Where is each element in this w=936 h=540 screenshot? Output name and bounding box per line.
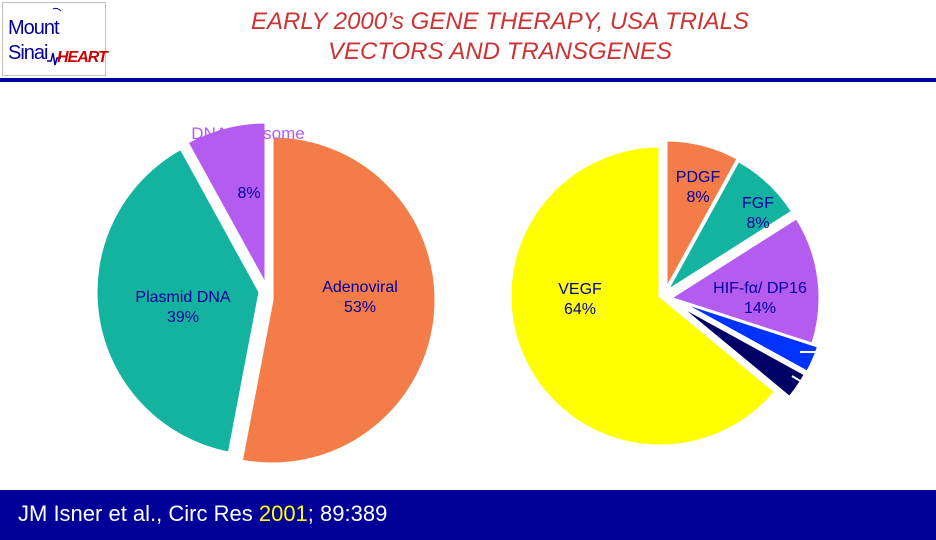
pie1-slice-plasmid-dna <box>94 146 262 455</box>
pie2-slice-del-1 <box>673 300 808 400</box>
pie1-slice-adenoviral <box>239 134 438 466</box>
leader-line-del-1 <box>791 375 829 399</box>
pie2-label-pdgf-line: 8% <box>686 189 709 206</box>
pie2-label-vegf-line: 64% <box>564 301 596 318</box>
mount-sinai-heart-logo: Mount Sinai HEART <box>2 2 108 76</box>
pie1-label-plasmid-dna: Plasmid DNA 39% <box>135 289 230 326</box>
pie2-slice-fgf <box>664 158 795 294</box>
pie2-slice-vegf <box>508 144 778 448</box>
chart-panel: Adenoviral 53% Plasmid DNA 39% 8% PDGF 8% FGF 8%… <box>0 82 936 490</box>
citation-year: 2001 <box>258 501 308 526</box>
footer-band <box>0 490 936 540</box>
pie2-label-nos-line: 3% <box>868 368 891 385</box>
pie2-slice-hif-f-dp16 <box>666 215 822 347</box>
pie2-label-vegf: VEGF 64% <box>558 281 602 318</box>
pie2-slice-nos <box>675 298 821 375</box>
pie1-label-adenoviral-line: 53% <box>344 299 376 316</box>
pie2-label-fgf-line: FGF <box>742 195 774 212</box>
pie1-label-dna-liposome-line: 8% <box>237 185 260 202</box>
citation-prefix: JM Isner et al., Circ Res <box>18 501 259 526</box>
logo-text-mount: Mount <box>8 17 60 39</box>
pie2-label-pdgf: PDGF 8% <box>676 169 721 206</box>
logo-text-heart: HEART <box>57 49 108 66</box>
pie2-label-fgf-line: 8% <box>746 215 769 232</box>
pie2-label-nos: NOS 3% <box>863 348 898 385</box>
logo-mark-icon <box>52 7 62 12</box>
pie1-label-plasmid-dna-line: 39% <box>167 309 199 326</box>
slide-title-line-2: VECTORS AND TRANSGENES <box>327 38 673 65</box>
pie2-label-del-1-line: 3% <box>821 417 844 434</box>
pie1-slice-dna-liposome <box>184 120 268 287</box>
pie2-label-vegf-line: VEGF <box>558 281 602 298</box>
pie2-label-hif-f-dp16: HIF-fα/ DP16 14% <box>713 280 807 317</box>
pie2-label-del-1-line: Del-1 <box>814 397 852 414</box>
pie2-label-hif-f-dp16-line: HIF-fα/ DP16 <box>713 280 807 297</box>
citation-suffix: ; 89:389 <box>307 501 388 526</box>
pie1-external-label-dna-liposome: DNA Liposome <box>191 124 304 143</box>
header-band <box>0 0 936 78</box>
citation: JM Isner et al., Circ Res 2001; 89:389 <box>18 500 387 528</box>
pie2-label-hif-f-dp16-line: 14% <box>744 300 776 317</box>
pie-charts: Adenoviral 53% Plasmid DNA 39% 8% PDGF 8% FGF 8%… <box>94 120 898 466</box>
slide-title-line-1: EARLY 2000’s GENE THERAPY, USA TRIALS <box>250 8 749 35</box>
header-divider <box>0 78 936 82</box>
heartbeat-line-icon <box>47 52 61 66</box>
pie2-label-pdgf-line: PDGF <box>676 169 721 186</box>
pie2-label-fgf: FGF 8% <box>742 195 774 232</box>
pie2-label-del-1: Del-1 3% <box>814 397 852 434</box>
pie2-label-nos-line: NOS <box>863 348 898 365</box>
pie1-label-adenoviral: Adenoviral 53% <box>322 279 398 316</box>
pie2-slice-pdgf <box>664 138 741 291</box>
pie1-label-dna-liposome: 8% <box>237 185 260 202</box>
pie1-label-adenoviral-line: Adenoviral <box>322 279 398 296</box>
logo-text-sinai: Sinai <box>8 42 48 64</box>
pie1-label-plasmid-dna-line: Plasmid DNA <box>135 289 230 306</box>
